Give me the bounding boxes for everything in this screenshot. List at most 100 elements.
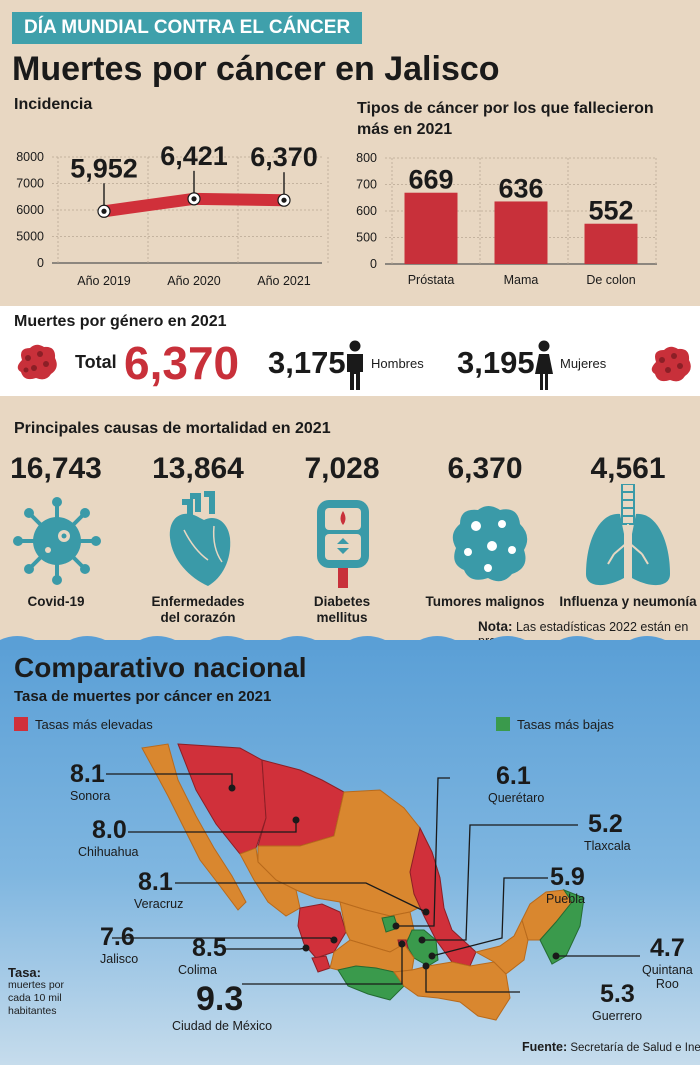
state-label-veracruz: 8.1 Veracruz bbox=[134, 868, 183, 911]
virus-icon bbox=[13, 497, 101, 585]
bar bbox=[584, 223, 638, 264]
rate-desc-line3: habitantes bbox=[8, 1005, 57, 1017]
state-name: Guerrero bbox=[592, 1009, 643, 1023]
source-text: Secretaría de Salud e Inegi. bbox=[570, 1042, 700, 1054]
wave-divider bbox=[0, 636, 700, 650]
section-tag: DÍA MUNDIAL CONTRA EL CÁNCER bbox=[12, 12, 363, 44]
state-name: Veracruz bbox=[134, 897, 184, 911]
men-value: 3,175 bbox=[268, 345, 346, 380]
glucometer-icon bbox=[317, 500, 369, 588]
y-tick-label: 700 bbox=[356, 178, 377, 192]
cause-label: Diabetes mellitus bbox=[272, 594, 412, 626]
data-label: 552 bbox=[588, 196, 633, 226]
y-tick-label: 800 bbox=[356, 151, 377, 165]
cancer-cell-icon bbox=[651, 346, 691, 382]
state-label-sonora: 8.1 Sonora bbox=[70, 760, 110, 803]
y-tick-label: 8000 bbox=[16, 150, 44, 164]
incidence-title: Incidencia bbox=[14, 96, 93, 113]
rate-desc-line2: cada 10 mil bbox=[8, 992, 62, 1004]
bar bbox=[494, 201, 548, 264]
state-value: 8.0 bbox=[92, 816, 127, 844]
state-value: 8.1 bbox=[138, 868, 173, 896]
state-value: 4.7 bbox=[649, 934, 685, 962]
state-name: Colima bbox=[178, 963, 217, 977]
state-quintana-roo bbox=[539, 888, 585, 965]
state-value: 9.3 bbox=[196, 980, 244, 1018]
cause-label-line1: Covid-19 bbox=[27, 594, 85, 609]
state-value: 5.9 bbox=[550, 863, 585, 891]
cause-item: 4,561 bbox=[558, 452, 698, 486]
state-name: Ciudad de México bbox=[172, 1019, 273, 1033]
note-label: Nota: bbox=[478, 619, 513, 634]
state-value: 8.5 bbox=[192, 934, 227, 962]
state-name: Puebla bbox=[546, 892, 585, 906]
women-label: Mujeres bbox=[560, 356, 607, 371]
woman-icon bbox=[535, 340, 553, 390]
gender-total-value: 6,370 bbox=[124, 337, 240, 389]
gender-section: Muertes por género en 2021 Total 6,370 3… bbox=[0, 306, 700, 396]
state-name: Querétaro bbox=[488, 791, 545, 805]
rate-desc-line1: muertes por bbox=[8, 979, 65, 991]
national-title: Comparativo nacional bbox=[14, 652, 307, 683]
state-value: 8.1 bbox=[70, 760, 105, 788]
tumor-icon bbox=[452, 506, 528, 582]
state-value: 7.6 bbox=[100, 923, 135, 951]
state-name-line2: Roo bbox=[655, 977, 679, 991]
cause-value: 4,561 bbox=[590, 452, 666, 485]
cause-label: Influenza y neumonía bbox=[558, 594, 698, 610]
y-tick-label: 0 bbox=[370, 257, 377, 271]
legend-low-swatch bbox=[496, 717, 510, 731]
gender-title: Muertes por género en 2021 bbox=[14, 313, 227, 330]
x-tick-label: De colon bbox=[586, 273, 635, 287]
data-point-dot bbox=[281, 197, 287, 203]
state-label-guerrero: 5.3 Guerrero bbox=[592, 980, 642, 1023]
y-tick-label: 0 bbox=[37, 256, 44, 270]
cause-item: 6,370 bbox=[415, 452, 555, 486]
source: Fuente: Secretaría de Salud e Inegi. bbox=[522, 1040, 700, 1054]
types-title: Tipos de cáncer por los que fallecieron … bbox=[357, 98, 654, 140]
x-tick-label: Mama bbox=[504, 273, 539, 287]
legend-high-label: Tasas más elevadas bbox=[35, 717, 153, 732]
types-title-line1: Tipos de cáncer por los que fallecieron bbox=[357, 100, 654, 117]
causes-title: Principales causas de mortalidad en 2021 bbox=[14, 420, 331, 437]
x-tick-label: Año 2021 bbox=[257, 274, 311, 288]
page-title: Muertes por cáncer en Jalisco bbox=[12, 50, 500, 88]
state-label-jalisco: 7.6 Jalisco bbox=[100, 923, 138, 966]
state-name: Tlaxcala bbox=[584, 839, 631, 853]
state-label-cdmx: 9.3 Ciudad de México bbox=[172, 980, 272, 1033]
data-point-dot bbox=[101, 208, 107, 214]
bar bbox=[404, 192, 458, 264]
state-value: 6.1 bbox=[496, 762, 531, 790]
state-name-line1: Quintana bbox=[642, 963, 693, 977]
state-value: 5.3 bbox=[600, 980, 635, 1008]
state-colima bbox=[311, 955, 331, 973]
cause-value: 6,370 bbox=[447, 452, 523, 485]
data-point-dot bbox=[191, 196, 197, 202]
cause-label-line1: Diabetes bbox=[313, 594, 371, 609]
cause-item: 7,028 bbox=[272, 452, 412, 486]
data-label: 5,952 bbox=[70, 153, 138, 183]
x-tick-label: Próstata bbox=[408, 273, 455, 287]
source-label: Fuente: bbox=[522, 1040, 568, 1054]
x-tick-label: Año 2019 bbox=[77, 274, 131, 288]
state-label-quintana-roo: 4.7 Quintana Roo bbox=[642, 934, 693, 991]
cause-value: 7,028 bbox=[304, 452, 380, 485]
x-tick-label: Año 2020 bbox=[167, 274, 221, 288]
legend-low-label: Tasas más bajas bbox=[517, 717, 614, 732]
incidence-chart: 0 5000 6000 7000 8000 Año 2019 Año 2020 Año 20… bbox=[16, 141, 329, 288]
state-label-queretaro: 6.1 Querétaro bbox=[488, 762, 544, 805]
state-label-colima: 8.5 Colima bbox=[178, 934, 227, 977]
mexico-map bbox=[106, 743, 640, 1021]
cause-label: Tumores malignos bbox=[415, 594, 555, 610]
man-icon bbox=[347, 340, 363, 390]
types-chart: 0 500 600 700 800 669 Próstata 636 Mama 552 De co… bbox=[356, 151, 657, 287]
women-value: 3,195 bbox=[457, 345, 535, 380]
data-label: 6,370 bbox=[250, 142, 318, 172]
y-tick-label: 500 bbox=[356, 231, 377, 245]
state-label-puebla: 5.9 Puebla bbox=[546, 863, 585, 906]
state-label-chihuahua: 8.0 Chihuahua bbox=[78, 816, 138, 859]
cause-label: Covid-19 bbox=[0, 594, 126, 610]
national-section: Comparativo nacional Tasa de muertes por… bbox=[0, 636, 700, 1065]
types-title-line2: más en 2021 bbox=[357, 121, 453, 138]
cause-label-line1: Influenza y neumonía bbox=[559, 594, 697, 609]
